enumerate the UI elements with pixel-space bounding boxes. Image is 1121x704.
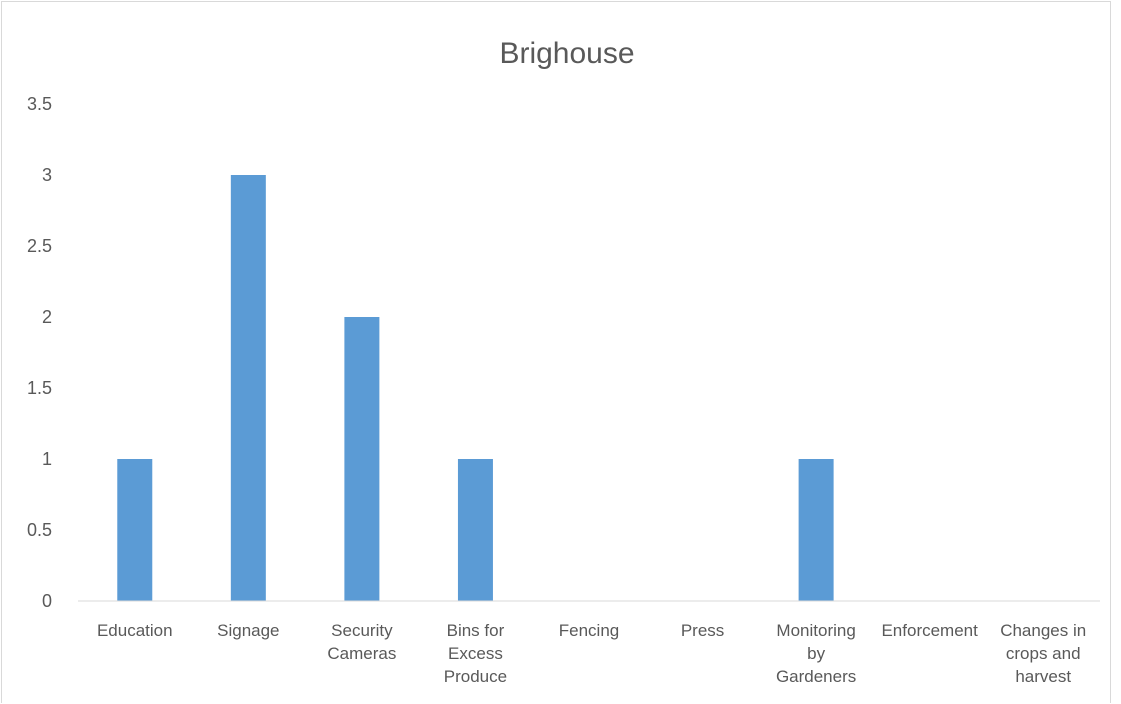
x-tick-label: Fencing <box>559 621 619 640</box>
bar-7 <box>798 459 834 601</box>
x-axis-labels: Education Signage Security Cameras Bins for E… <box>97 621 1086 686</box>
x-tick-label: Security Cameras <box>327 621 396 663</box>
bar-2 <box>230 175 266 601</box>
y-tick-label: 1 <box>42 449 52 469</box>
x-tick-label: Monitoring by Gardeners <box>776 621 856 686</box>
chart-title: Brighouse <box>499 37 634 70</box>
bar-3 <box>344 317 380 601</box>
y-tick-label: 0.5 <box>27 520 52 540</box>
y-tick-label: 3.5 <box>27 94 52 114</box>
x-tick-label: Changes in crops and harvest <box>1000 621 1086 686</box>
x-tick-label: Enforcement <box>881 621 978 640</box>
x-tick-label: Bins for Excess Produce <box>444 621 507 686</box>
x-tick-label: Education <box>97 621 173 640</box>
x-tick-label: Signage <box>217 621 279 640</box>
y-tick-label: 2 <box>42 307 52 327</box>
x-tick-label: Press <box>681 621 724 640</box>
y-tick-label: 1.5 <box>27 378 52 398</box>
y-tick-label: 3 <box>42 165 52 185</box>
y-tick-label: 0 <box>42 591 52 611</box>
bars <box>117 175 834 601</box>
bar-1 <box>117 459 153 601</box>
y-axis-ticks: 0 0.5 1 1.5 2 2.5 3 3.5 <box>27 94 52 611</box>
bar-4 <box>457 459 493 601</box>
y-tick-label: 2.5 <box>27 236 52 256</box>
